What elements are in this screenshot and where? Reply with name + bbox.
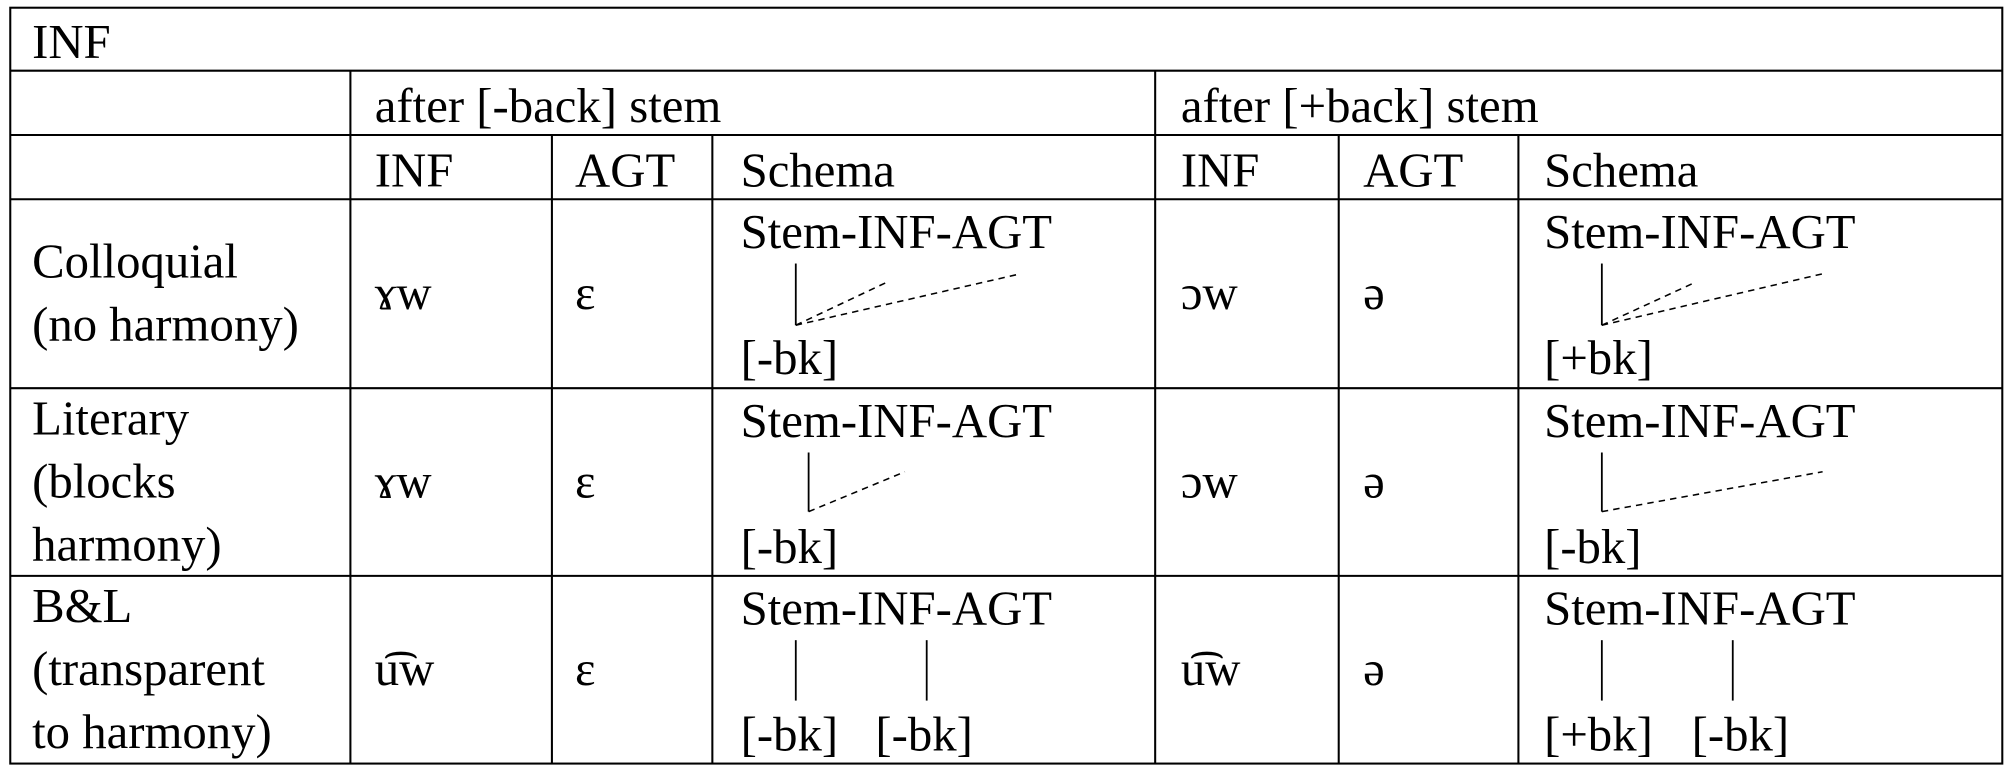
schema-top: Stem-INF-AGT <box>1544 205 1855 259</box>
row-label: to harmony) <box>32 705 272 759</box>
schema-top: Stem-INF-AGT <box>741 205 1052 259</box>
schema-feature: [-bk] <box>741 331 838 385</box>
schema-top: Stem-INF-AGT <box>741 582 1052 636</box>
spreading-line <box>795 282 886 326</box>
group-header: after [+back] stem <box>1181 79 1539 133</box>
schema-top: Stem-INF-AGT <box>741 394 1052 448</box>
schema-feature: [+bk] <box>1544 331 1653 385</box>
cell-text: u͡w <box>1181 642 1241 696</box>
column-header: Schema <box>741 143 895 197</box>
cell-text: ɛ <box>575 454 595 508</box>
grid <box>9 6 2004 765</box>
column-header: INF <box>1181 143 1260 197</box>
cell-text: u͡w <box>375 642 435 696</box>
cell-text: ə <box>1363 266 1385 320</box>
row-label: harmony) <box>32 517 222 571</box>
cell-text: ɤw <box>375 454 433 508</box>
row-label: (transparent <box>32 642 265 696</box>
cell-text: ə <box>1363 642 1385 696</box>
column-header: Schema <box>1544 143 1698 197</box>
row-label: (blocks <box>32 454 176 508</box>
schema-feature: [-bk] <box>741 520 838 574</box>
cell-text: ɤw <box>375 266 433 320</box>
cell-text: ɛ <box>575 266 595 320</box>
schema-top: Stem-INF-AGT <box>1544 394 1855 448</box>
table-border <box>9 6 2004 765</box>
cell-text: ɔw <box>1181 266 1239 320</box>
spreading-line <box>1601 273 1823 326</box>
group-header: after [-back] stem <box>375 79 722 133</box>
row-label: Literary <box>32 391 190 445</box>
schema-feature: [-bk] <box>875 708 972 762</box>
cell-text: ə <box>1363 454 1385 508</box>
row-label: B&L <box>32 579 132 633</box>
schema-feature: [+bk] <box>1544 708 1653 762</box>
column-header: AGT <box>1363 143 1463 197</box>
schema-feature: [-bk] <box>1692 708 1789 762</box>
spreading-line <box>808 471 906 513</box>
spreading-line <box>1601 282 1695 326</box>
schema-top: Stem-INF-AGT <box>1544 582 1855 636</box>
row-label: (no harmony) <box>32 298 299 352</box>
spreading-line <box>1601 471 1823 513</box>
schema-feature: [-bk] <box>741 708 838 762</box>
cell-text: ɔw <box>1181 454 1239 508</box>
column-header: AGT <box>575 143 675 197</box>
schema-feature: [-bk] <box>1544 520 1641 574</box>
spreading-line <box>795 273 1021 326</box>
table-title: INF <box>32 15 111 69</box>
row-label: Colloquial <box>32 235 238 289</box>
cell-text: ɛ <box>575 642 595 696</box>
column-header: INF <box>375 143 454 197</box>
